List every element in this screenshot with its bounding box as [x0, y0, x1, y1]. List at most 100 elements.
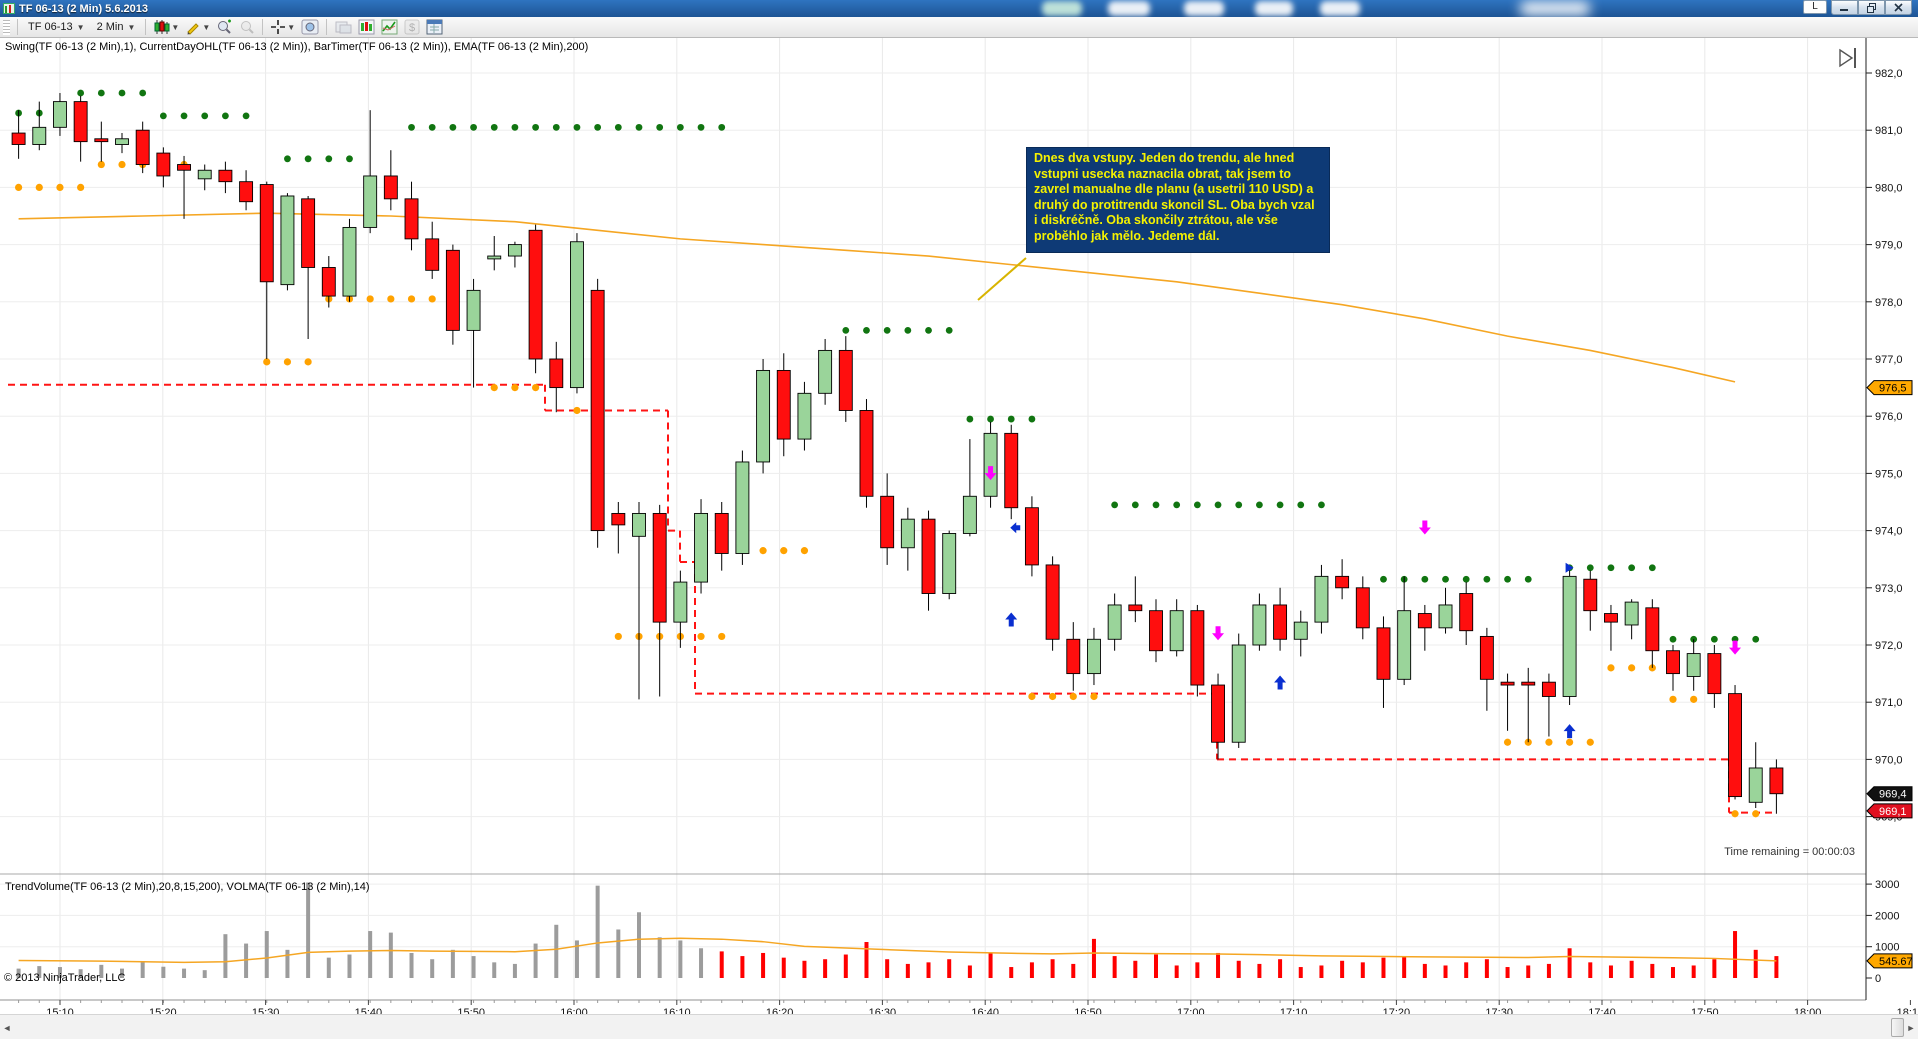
drawing-tools-icon[interactable]: ▼: [182, 18, 213, 36]
volume-bar: [574, 940, 579, 978]
volume-bar: [78, 969, 83, 978]
zoom-in-icon[interactable]: [213, 18, 236, 36]
go-to-end-icon[interactable]: [1839, 48, 1856, 68]
volume-bar: [1154, 954, 1158, 978]
toolbar-grip[interactable]: [3, 19, 10, 35]
swing-high-dot: [573, 123, 581, 131]
interval-dropdown[interactable]: 2 Min ▼: [91, 18, 142, 36]
candle: [383, 175, 398, 200]
volume-tick-label: 0: [1875, 973, 1881, 985]
candle: [404, 198, 419, 240]
scroll-right-arrow-icon[interactable]: ►: [1906, 1022, 1916, 1033]
blurred-item: [1108, 1, 1150, 16]
chevron-down-icon: ▼: [171, 22, 180, 32]
data-box-icon[interactable]: [331, 18, 355, 36]
swing-high-dot: [77, 89, 85, 97]
volume-bar: [306, 882, 311, 978]
volume-bar: [616, 929, 621, 978]
strategies-icon[interactable]: $: [401, 18, 423, 36]
candle: [756, 369, 771, 463]
price-badge: [1866, 786, 1913, 802]
chevron-down-icon: ▼: [202, 22, 211, 32]
candle: [1624, 601, 1639, 626]
candle: [239, 181, 254, 203]
swing-low-dot: [1503, 738, 1512, 746]
volume-bar: [781, 957, 786, 978]
volume-bar: [264, 931, 269, 978]
candle: [135, 129, 150, 165]
volume-bar: [864, 942, 869, 978]
scrollbar-thumb[interactable]: [1891, 1018, 1904, 1037]
chart-style-icon[interactable]: ▼: [150, 18, 182, 36]
volume-bar: [554, 924, 559, 978]
blurred-item: [1255, 1, 1293, 16]
volume-bar: [699, 948, 704, 978]
crosshair-icon[interactable]: ▼: [267, 18, 298, 36]
note-text-line: zavrel manualne dle planu (a usetril 110…: [1034, 182, 1314, 197]
chart-trader-icon[interactable]: [355, 18, 378, 36]
swing-low-dot: [1566, 738, 1574, 746]
svg-text:969,1: 969,1: [1879, 806, 1907, 818]
horizontal-scrollbar[interactable]: ◄ ►: [0, 1014, 1918, 1039]
swing-high-dot: [532, 123, 539, 131]
swing-low-dot: [1752, 810, 1760, 818]
link-button[interactable]: L: [1803, 0, 1827, 14]
snapshot-icon[interactable]: [298, 18, 322, 36]
swing-high-dot: [1483, 575, 1491, 583]
swing-low-dot: [697, 632, 705, 641]
swing-low-dot: [1607, 664, 1615, 672]
swing-high-dot: [1421, 575, 1429, 583]
candle: [1686, 653, 1701, 677]
volume-bar: [1526, 965, 1531, 978]
close-button[interactable]: [1885, 0, 1912, 15]
swing-low-dot: [1628, 664, 1636, 672]
swing-high-dot: [1152, 501, 1160, 509]
swing-high-dot: [966, 415, 974, 423]
candle: [1748, 767, 1763, 803]
swing-high-dot: [408, 123, 415, 131]
candle: [425, 238, 440, 271]
minimize-button[interactable]: [1831, 0, 1858, 15]
zoom-out-icon[interactable]: [236, 18, 258, 36]
chart-canvas[interactable]: 982,0 981,0 980,0 979,0 978,0 977,0 976,0 975,0…: [0, 38, 1918, 1014]
volume-bar: [161, 966, 166, 978]
swing-high-dot: [222, 112, 229, 120]
price-tick-label: 982,0: [1875, 68, 1903, 80]
grid-layer: [0, 38, 1866, 1000]
volume-axis[interactable]: 3000 2000 1000 0 545.67: [1866, 879, 1913, 985]
interval-label: 2 Min: [96, 21, 124, 33]
time-tick-label: 18:10: [1897, 1007, 1918, 1014]
properties-icon[interactable]: [423, 18, 446, 36]
swing-high-dot: [1669, 635, 1677, 643]
volume-bar: [885, 959, 890, 978]
volume-bar: [1588, 962, 1593, 978]
swing-high-dot: [1256, 501, 1263, 509]
volume-bar: [326, 957, 331, 978]
up-arrow-marker: [1563, 724, 1576, 739]
swing-high-dot: [1235, 501, 1243, 509]
time-axis[interactable]: 15:10 15:20 15:30 15:40 15:50 16:00 16:10 16:20…: [18, 1000, 1918, 1014]
volume-bar: [1236, 960, 1241, 978]
volume-bar: [57, 967, 62, 978]
time-tick-label: 15:40: [355, 1007, 383, 1014]
scroll-left-arrow-icon[interactable]: ◄: [2, 1022, 12, 1033]
restore-button[interactable]: [1858, 0, 1885, 15]
price-tick-label: 978,0: [1875, 297, 1903, 309]
swing-high-dot: [863, 327, 870, 334]
time-tick-label: 15:50: [457, 1007, 485, 1014]
price-tick-label: 970,0: [1875, 754, 1903, 766]
chart-note-annotation[interactable]: Dnes dva vstupy. Jeden do trendu, ale hn…: [1026, 147, 1330, 253]
title-bar[interactable]: TF 06-13 (2 Min) 5.6.2013 L: [0, 0, 1918, 17]
volume-bar: [533, 943, 538, 978]
indicators-icon[interactable]: [378, 18, 401, 36]
candle: [1314, 575, 1329, 623]
candle: [1769, 767, 1784, 795]
instrument-dropdown[interactable]: TF 06-13 ▼: [22, 18, 91, 36]
price-panel-indicator-label: Swing(TF 06-13 (2 Min),1), CurrentDayOHL…: [5, 41, 589, 53]
right-arrow-marker: [1565, 562, 1574, 573]
candle: [1541, 681, 1556, 697]
candle: [1604, 613, 1618, 623]
price-axis[interactable]: 982,0 981,0 980,0 979,0 978,0 977,0 976,0 975,0…: [1865, 38, 1918, 1014]
candle: [11, 132, 26, 145]
swing-low-dot: [1586, 738, 1594, 746]
